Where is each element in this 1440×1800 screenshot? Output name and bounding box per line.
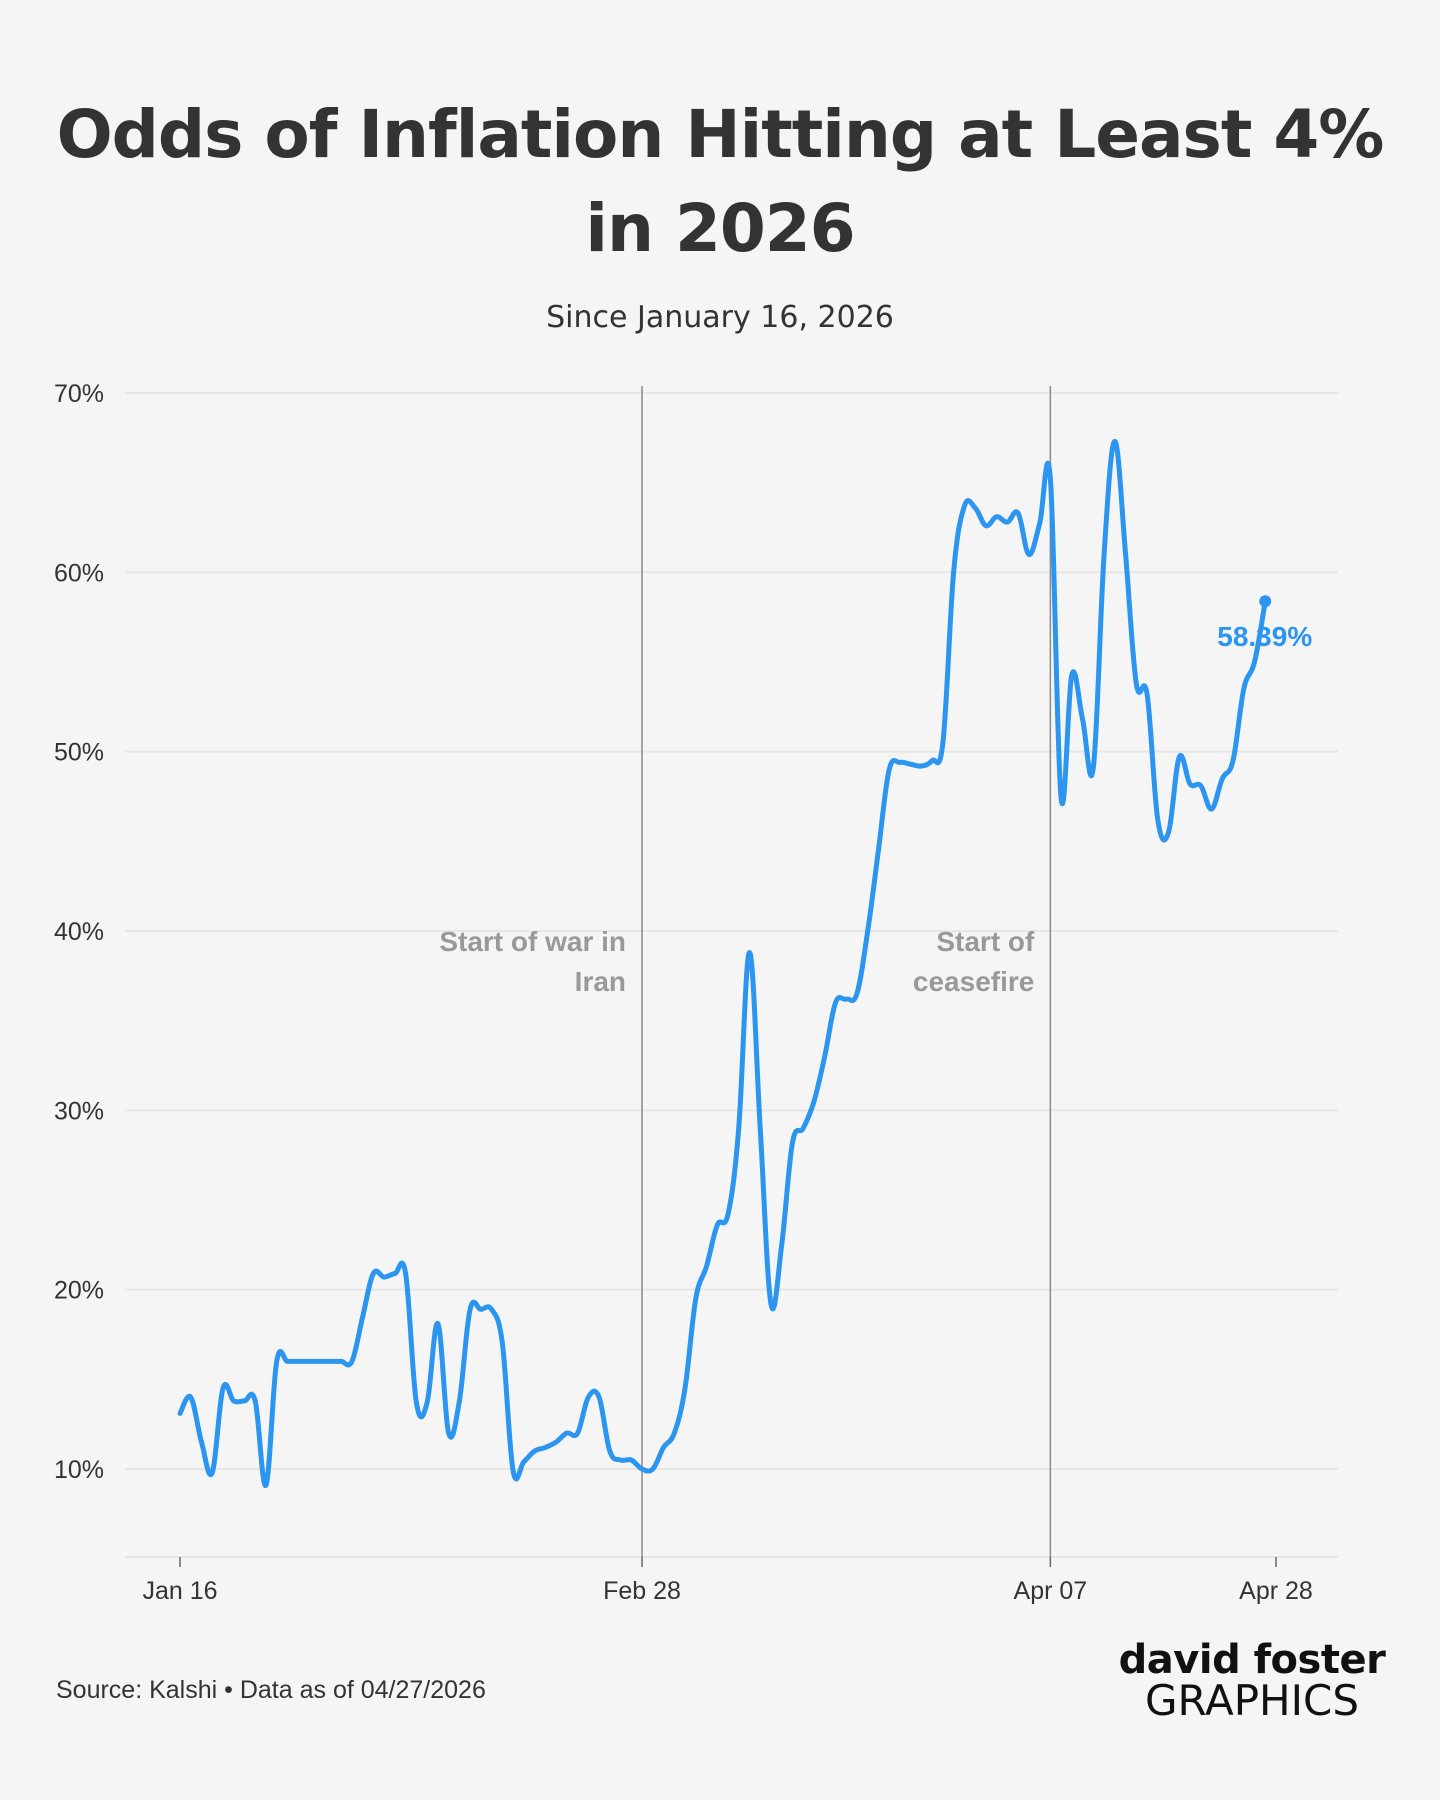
y-tick-label: 60% xyxy=(54,559,104,587)
chart-title: Odds of Inflation Hitting at Least 4% in… xyxy=(56,96,1385,267)
end-value-label: 58.39% xyxy=(1217,621,1312,652)
end-point-marker xyxy=(1259,595,1272,608)
brand-logo-line2: GRAPHICS xyxy=(1144,1676,1360,1725)
y-tick-label: 40% xyxy=(54,918,104,946)
x-tick-label: Feb 28 xyxy=(603,1577,681,1605)
brand-logo: david foster GRAPHICS xyxy=(1110,1640,1394,1722)
y-tick-label: 30% xyxy=(54,1097,104,1125)
line-chart: 10% 20% 30% 40% 50% 60% 70% Jan 16 Feb 28 Apr 07… xyxy=(54,380,1338,1605)
x-axis-ticks: Jan 16 Feb 28 Apr 07 Apr 28 xyxy=(142,1557,1313,1605)
source-note: Source: Kalshi • Data as of 04/27/2026 xyxy=(56,1676,486,1704)
annotation-label: Start of war in xyxy=(439,926,626,957)
y-tick-label: 70% xyxy=(54,380,104,408)
y-tick-label: 20% xyxy=(54,1277,104,1305)
gridlines xyxy=(125,392,1338,1558)
annotation-label: Iran xyxy=(575,966,626,997)
series-line-layer: 58.39% xyxy=(177,438,1312,1488)
y-axis-ticks: 10% 20% 30% 40% 50% 60% 70% xyxy=(54,380,104,1484)
y-tick-label: 10% xyxy=(54,1456,104,1484)
y-tick-label: 50% xyxy=(54,739,104,767)
x-tick-label: Jan 16 xyxy=(142,1577,217,1605)
annotations: Start of war in Iran Start of ceasefire xyxy=(439,386,1052,1557)
x-tick-label: Apr 07 xyxy=(1014,1577,1088,1605)
brand-logo-line1: david foster xyxy=(1118,1637,1386,1683)
x-tick-label: Apr 28 xyxy=(1239,1577,1313,1605)
annotation-label: ceasefire xyxy=(913,966,1034,997)
annotation-label: Start of xyxy=(936,926,1035,957)
series-line xyxy=(177,438,1268,1488)
chart-subtitle: Since January 16, 2026 xyxy=(546,300,894,335)
